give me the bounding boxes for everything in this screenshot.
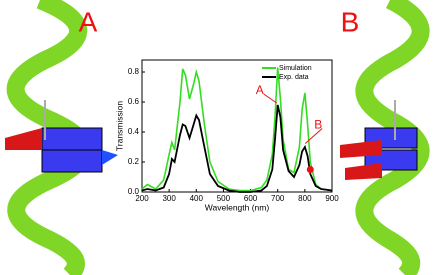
annotation-text: A <box>256 83 264 97</box>
marker-point <box>306 166 314 173</box>
x-tick-label: 700 <box>271 194 285 203</box>
y-tick-label: 0.2 <box>128 157 140 166</box>
y-tick-label: 0.4 <box>128 127 140 136</box>
annotation-arrow <box>263 93 277 104</box>
left-helix <box>5 0 118 275</box>
annotation-arrow <box>304 128 323 144</box>
x-tick-label: 400 <box>190 194 204 203</box>
x-tick-label: 800 <box>298 194 312 203</box>
series-line <box>141 67 333 192</box>
x-axis-label: Wavelength (nm) <box>205 202 270 212</box>
y-axis-label: Transmission <box>114 101 124 151</box>
y-tick-label: 0.6 <box>128 97 140 106</box>
y-tick-label: 0.0 <box>128 187 140 196</box>
legend-label: Exp. data <box>279 74 309 81</box>
series-line <box>141 104 333 193</box>
annotation-text: B <box>314 118 322 132</box>
x-tick-label: 200 <box>135 194 149 203</box>
x-tick-label: 600 <box>244 194 258 203</box>
panel-label: A <box>79 6 98 37</box>
x-tick-label: 900 <box>325 194 339 203</box>
plot: 200 300 400 500 600 700 800 900 0.0 0.2 0.4 0.6 0.8 W… <box>114 59 339 212</box>
x-tick-label: 500 <box>217 194 231 203</box>
right-helix <box>340 0 430 275</box>
y-tick-label: 0.8 <box>128 67 140 76</box>
x-tick-label: 300 <box>162 194 176 203</box>
panel-label: B <box>341 6 360 37</box>
legend-label: Simulation <box>279 65 312 72</box>
